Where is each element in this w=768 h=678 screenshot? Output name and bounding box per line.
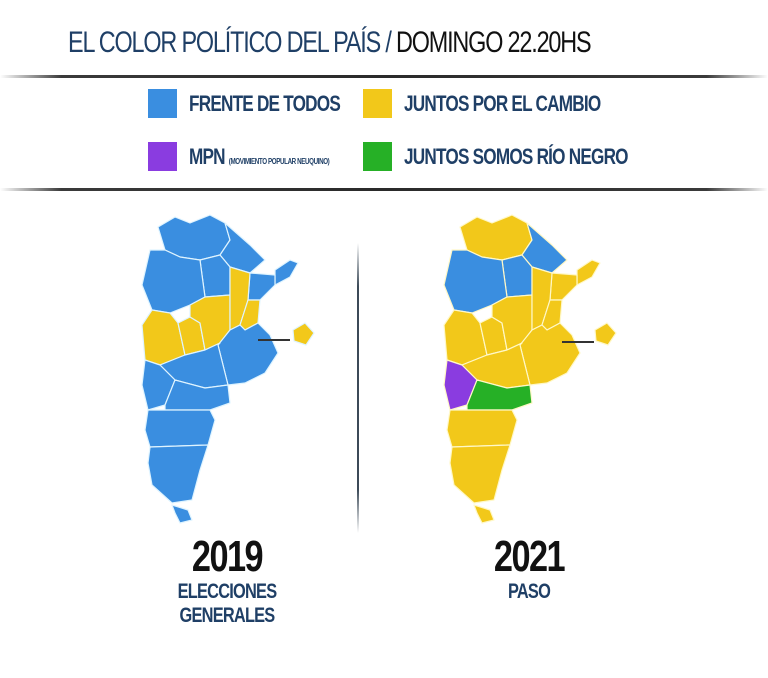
map-2021 (443, 214, 617, 524)
legend-label: MPN (MOVIMIENTO POPULAR NEUQUINO) (189, 143, 330, 170)
swatch-juntos-somos-rio-negro (363, 142, 392, 171)
legend-item-juntos-por-el-cambio: JUNTOS POR EL CAMBIO (363, 89, 656, 118)
legend-label: JUNTOS SOMOS RÍO NEGRO (404, 143, 629, 169)
swatch-frente-de-todos (148, 89, 177, 118)
subtitle-2019-line1: ELECCIONES (177, 580, 277, 603)
divider-bottom (0, 188, 768, 191)
swatch-mpn (148, 142, 177, 171)
title-time: DOMINGO 22.20HS (396, 26, 592, 59)
page-title: EL COLOR POLÍTICO DEL PAÍS / DOMINGO 22.… (68, 26, 592, 60)
legend-sublabel-mpn: (MOVIMIENTO POPULAR NEUQUINO) (228, 156, 330, 166)
legend-item-frente-de-todos: FRENTE DE TODOS (148, 89, 383, 118)
legend-label: FRENTE DE TODOS (189, 90, 341, 116)
legend-item-mpn: MPN (MOVIMIENTO POPULAR NEUQUINO) (148, 142, 369, 171)
legend-label-mpn: MPN (189, 143, 226, 169)
legend-item-juntos-somos-rio-negro: JUNTOS SOMOS RÍO NEGRO (363, 142, 691, 171)
legend-label: JUNTOS POR EL CAMBIO (404, 90, 601, 116)
center-divider (357, 243, 359, 533)
title-main: EL COLOR POLÍTICO DEL PAÍS / (68, 26, 397, 59)
year-2019: 2019 (191, 532, 264, 581)
year-2021: 2021 (493, 532, 566, 581)
subtitle-2019-line2: GENERALES (179, 604, 276, 627)
swatch-juntos-por-el-cambio (363, 89, 392, 118)
subtitle-2021-line1: PASO (507, 580, 551, 603)
map-2019 (141, 214, 315, 524)
divider-top (0, 75, 768, 78)
